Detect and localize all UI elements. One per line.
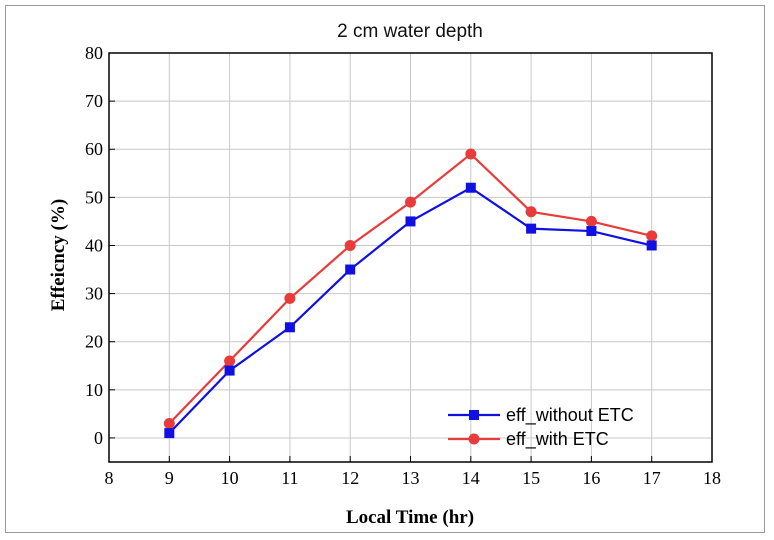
x-tick-label: 16	[582, 468, 600, 488]
y-tick-label: 60	[85, 139, 103, 159]
data-point-square	[164, 428, 175, 439]
data-point-circle	[405, 196, 416, 208]
chart-title: 2 cm water depth	[337, 21, 483, 42]
y-tick-label: 20	[85, 332, 103, 352]
x-tick-label: 18	[703, 468, 721, 488]
data-point-circle	[585, 215, 597, 227]
data-point-square	[224, 365, 235, 376]
y-axis-label: Effeicncy (%)	[48, 199, 69, 311]
legend-label: eff_without ETC	[506, 405, 634, 426]
data-point-square	[405, 216, 416, 227]
x-tick-label: 8	[105, 468, 114, 488]
x-tick-label: 17	[643, 468, 661, 488]
data-point-circle	[224, 355, 236, 367]
x-axis-label: Local Time (hr)	[346, 507, 474, 528]
data-point-square	[345, 264, 356, 275]
legend-label: eff_with ETC	[506, 429, 609, 450]
data-point-square	[586, 226, 597, 237]
data-point-circle	[163, 418, 175, 430]
data-point-circle	[525, 206, 537, 218]
x-tick-label: 15	[522, 468, 540, 488]
data-point-circle	[344, 239, 356, 251]
y-tick-label: 40	[85, 235, 103, 255]
data-point-square	[465, 182, 476, 193]
series-layer	[163, 148, 658, 439]
data-point-circle	[284, 292, 296, 304]
x-tick-label: 9	[165, 468, 174, 488]
legend: eff_without ETC eff_with ETC	[448, 405, 634, 450]
data-point-square	[526, 223, 537, 234]
y-tick-label: 30	[85, 284, 103, 304]
y-tick-label: 50	[85, 187, 103, 207]
y-tick-label: 80	[85, 43, 103, 63]
y-tick-label: 70	[85, 91, 103, 111]
data-point-square	[284, 322, 295, 333]
data-point-square	[646, 240, 657, 251]
x-tick-label: 10	[221, 468, 239, 488]
y-tick-label: 10	[85, 380, 103, 400]
data-point-circle	[646, 230, 658, 242]
x-tick-label: 14	[462, 468, 480, 488]
y-tick-label: 0	[94, 428, 103, 448]
legend-marker-square	[469, 410, 479, 420]
axis-ticks: 8 9 10 11 12 13 14 15 16 17 18 0 10 20 30 40 50 60 70 80	[85, 43, 721, 488]
x-tick-label: 11	[281, 468, 298, 488]
legend-marker-circle	[468, 433, 480, 445]
x-tick-label: 13	[402, 468, 420, 488]
data-point-circle	[465, 148, 477, 160]
x-tick-label: 12	[341, 468, 359, 488]
chart-frame	[5, 5, 765, 533]
